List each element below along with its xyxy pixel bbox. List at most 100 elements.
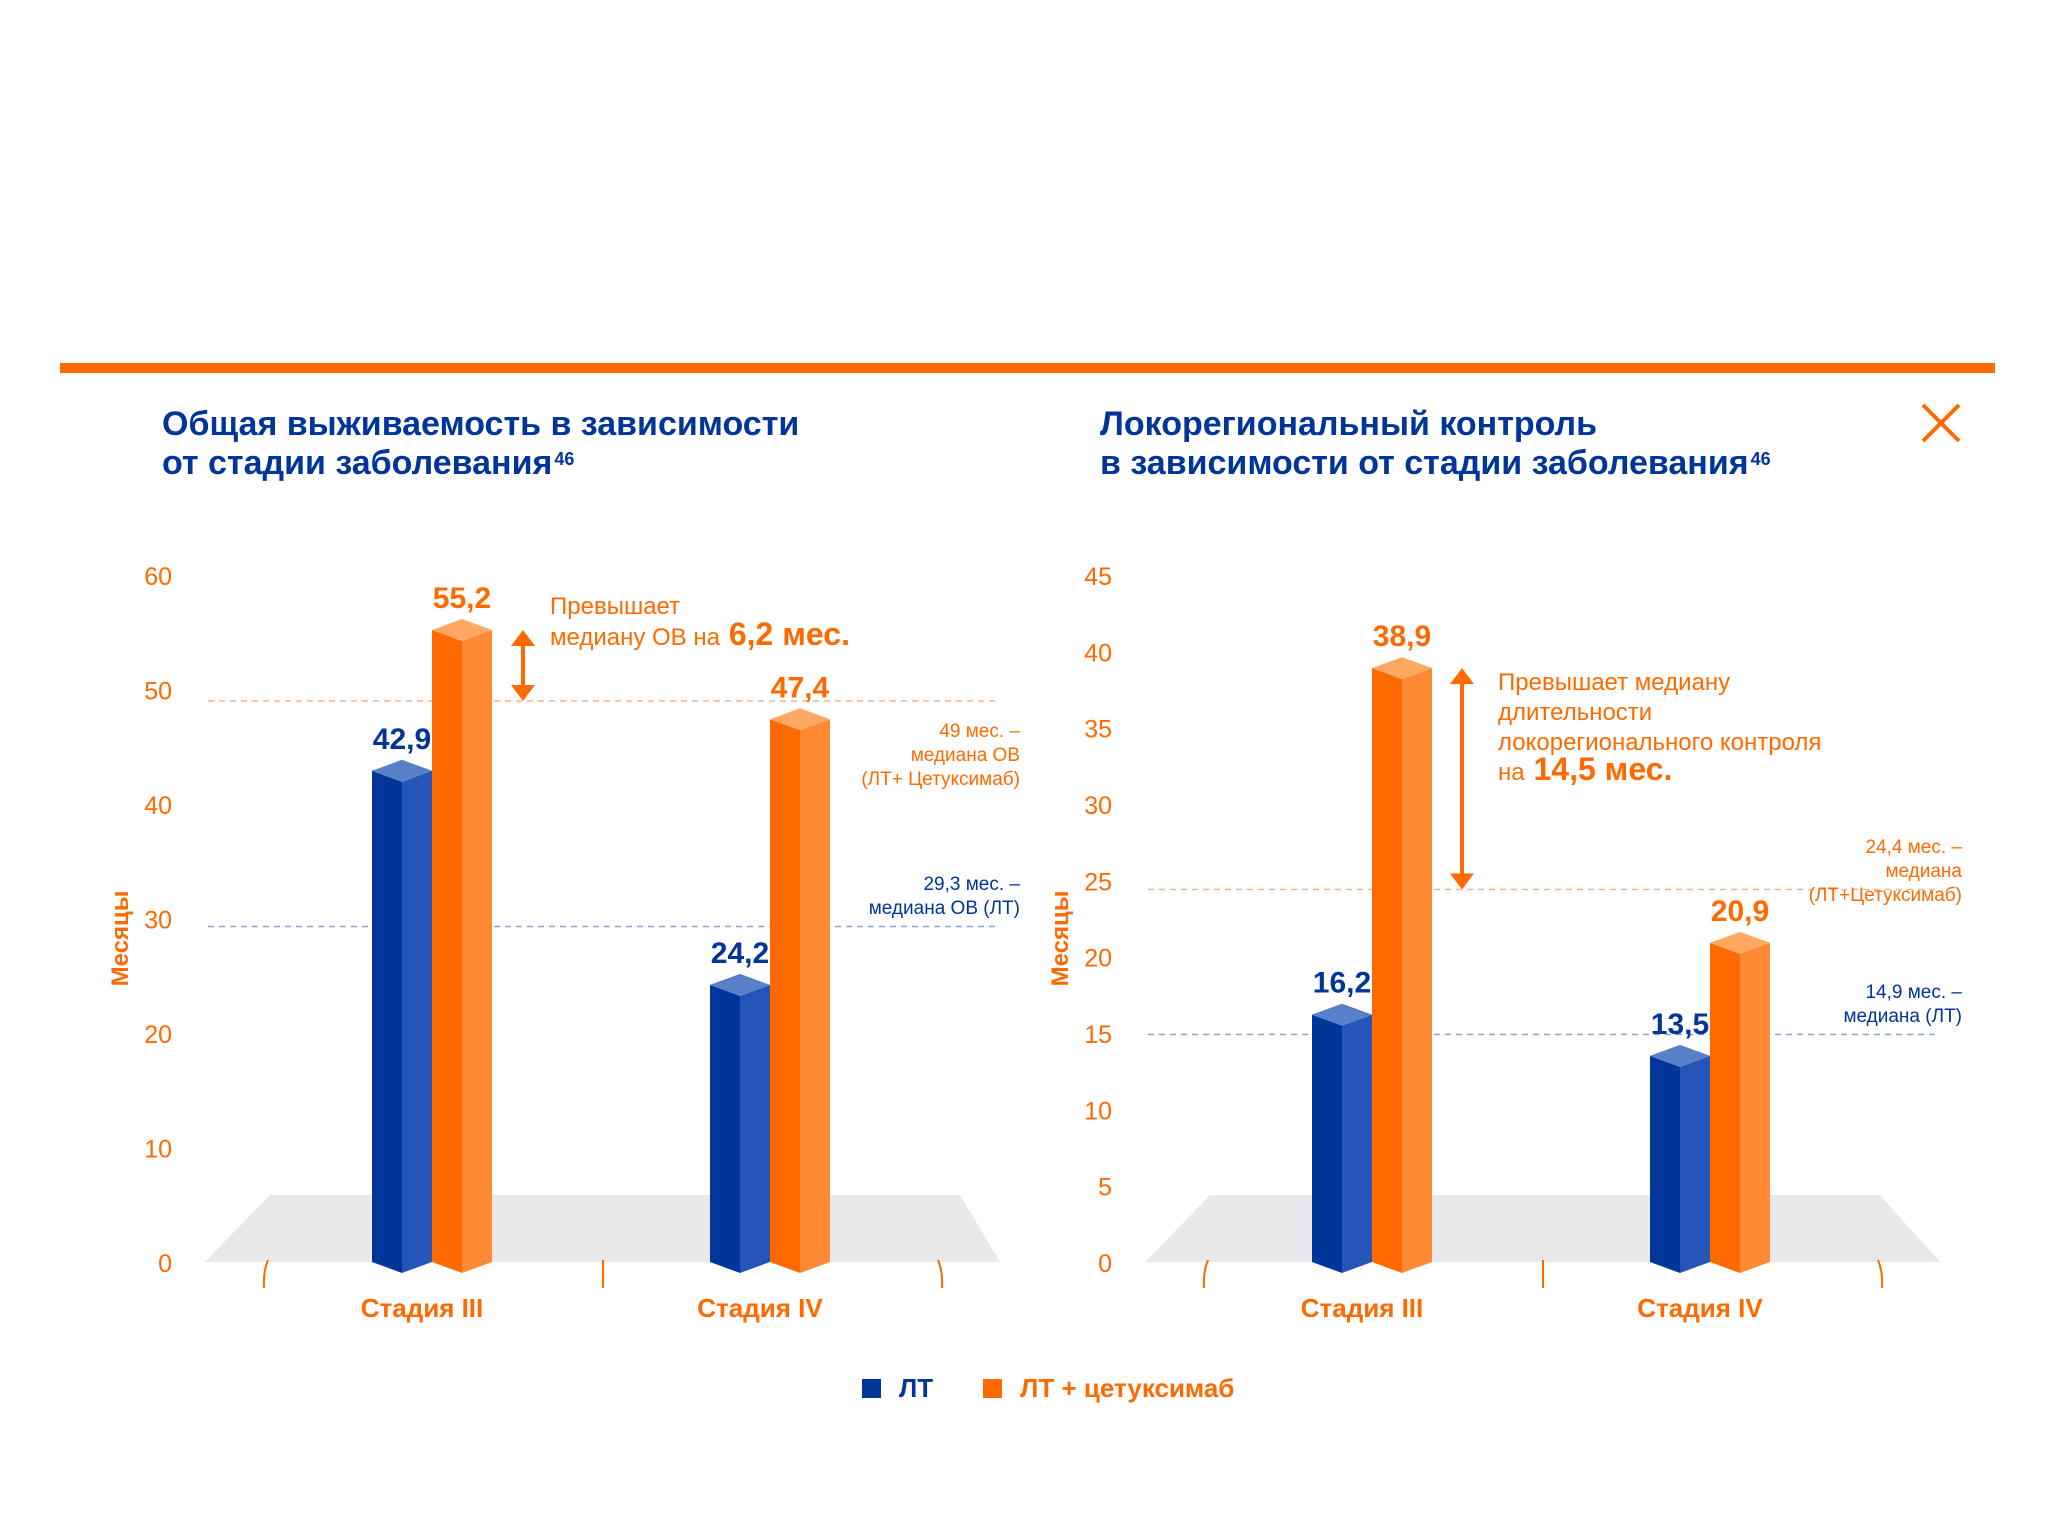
close-x-icon[interactable] xyxy=(1918,400,1964,446)
annotation-highlight: 14,5 мес. xyxy=(1525,751,1673,787)
bar-side-face xyxy=(402,770,432,1273)
legend-label: ЛТ xyxy=(899,1373,934,1403)
y-tick-label: 5 xyxy=(1098,1174,1112,1202)
bar-top-face xyxy=(1650,1044,1710,1067)
bar-top-face xyxy=(710,973,770,996)
y-tick-label: 0 xyxy=(158,1250,172,1278)
bar-top-face xyxy=(432,618,492,641)
y-tick-label: 60 xyxy=(144,563,172,591)
chart-title-line-2: в зависимости от стадии заболевания 46 xyxy=(1100,444,1771,482)
bar-value-label: 16,2 xyxy=(1313,967,1371,1000)
y-tick-label: 35 xyxy=(1084,716,1112,744)
arrow-head-down xyxy=(1450,873,1474,890)
reference-line-label: медиана ОВ (ЛТ) xyxy=(869,898,1020,919)
y-tick-label: 30 xyxy=(1084,792,1112,820)
reference-line-label: 24,4 мес. – xyxy=(1865,837,1962,858)
bar-top-face xyxy=(770,708,830,731)
annotation-line: локорегионального контроля xyxy=(1498,729,1821,756)
x-axis-tick xyxy=(1202,1259,1209,1289)
x-category-label: Стадия IV xyxy=(697,1293,823,1323)
difference-arrow xyxy=(511,629,535,701)
y-tick-label: 25 xyxy=(1084,868,1112,896)
annotation-text: на 14,5 мес. xyxy=(1498,751,1672,787)
bar xyxy=(432,618,492,1273)
bar-value-label: 42,9 xyxy=(373,723,431,756)
legend-item-cetuximab: ЛТ + цетуксимаб xyxy=(983,1373,1234,1404)
reference-line-label: (ЛТ+ Цетуксимаб) xyxy=(861,769,1020,790)
y-tick-label: 10 xyxy=(1084,1097,1112,1125)
y-axis-label: Месяцы xyxy=(1047,891,1074,987)
bar-top-face xyxy=(1372,657,1432,680)
annotation-text: локорегионального контроля xyxy=(1498,729,1821,756)
bar-top-face xyxy=(1312,1003,1372,1026)
chart-title-line-2: от стадии заболевания 46 xyxy=(162,444,575,482)
y-tick-label: 0 xyxy=(1098,1250,1112,1278)
bar-front-face xyxy=(372,770,402,1273)
bar xyxy=(770,708,830,1273)
reference-superscript: 46 xyxy=(1750,449,1771,469)
difference-arrow xyxy=(1450,668,1474,890)
y-axis-label: Месяцы xyxy=(107,891,134,987)
bar-front-face xyxy=(432,629,462,1273)
bar-value-label: 20,9 xyxy=(1711,895,1769,928)
y-tick-label: 50 xyxy=(144,678,172,706)
annotation-text: длительности xyxy=(1498,699,1652,726)
legend-item-lt: ЛТ xyxy=(862,1373,933,1404)
x-axis-tick xyxy=(262,1259,269,1289)
reference-line-label: медиана ОВ xyxy=(911,745,1020,766)
reference-superscript: 46 xyxy=(554,449,575,469)
bar-side-face xyxy=(800,719,830,1273)
chart-floor xyxy=(1145,1195,1940,1262)
annotation-text: медиану ОВ на 6,2 мес. xyxy=(550,616,850,652)
y-tick-label: 30 xyxy=(144,907,172,935)
bar-value-label: 47,4 xyxy=(771,671,830,704)
bar xyxy=(372,759,432,1273)
bar xyxy=(1312,1003,1372,1273)
x-category-label: Стадия IV xyxy=(1637,1293,1763,1323)
bar-side-face xyxy=(1680,1055,1710,1273)
x-category-label: Стадия III xyxy=(1301,1293,1424,1323)
x-category-label: Стадия III xyxy=(361,1293,484,1323)
bar-side-face xyxy=(740,984,770,1273)
annotation-text: Превышает медиану xyxy=(1498,669,1730,696)
bar-side-face xyxy=(1342,1014,1372,1273)
annotation-line: Превышает медиану xyxy=(1498,669,1730,696)
bar-front-face xyxy=(1312,1014,1342,1273)
y-tick-label: 20 xyxy=(144,1021,172,1049)
bar-front-face xyxy=(710,984,740,1273)
chart-title-line-1: Локорегиональный контроль xyxy=(1100,405,1598,443)
bar-value-label: 38,9 xyxy=(1373,620,1431,653)
reference-line-label: (ЛТ+Цетуксимаб) xyxy=(1809,885,1962,906)
annotation-line: медиану ОВ на xyxy=(550,624,721,651)
chart-title-line-1: Общая выживаемость в зависимости xyxy=(162,405,800,443)
y-tick-label: 10 xyxy=(144,1136,172,1164)
x-axis-tick xyxy=(937,1259,944,1289)
reference-line-label: 14,9 мес. – xyxy=(1865,982,1962,1003)
bar xyxy=(1710,931,1770,1273)
annotation-text: Превышает xyxy=(550,593,680,620)
bar-side-face xyxy=(462,629,492,1273)
legend-swatch xyxy=(862,1379,881,1398)
bar xyxy=(1650,1044,1710,1273)
bar-front-face xyxy=(770,719,800,1273)
bar-side-face xyxy=(1402,668,1432,1273)
bar-top-face xyxy=(372,759,432,782)
chart-title-locoregional: Локорегиональный контроль в зависимости … xyxy=(1100,405,1771,483)
bar-top-face xyxy=(1710,931,1770,954)
bar-value-label: 13,5 xyxy=(1651,1008,1709,1041)
legend: ЛТ ЛТ + цетуксимаб xyxy=(862,1373,1284,1404)
arrow-head-up xyxy=(1450,668,1474,685)
bar xyxy=(710,973,770,1273)
bar-front-face xyxy=(1372,668,1402,1273)
bar-front-face xyxy=(1710,942,1740,1273)
reference-line-label: медиана (ЛТ) xyxy=(1843,1006,1962,1027)
y-tick-label: 15 xyxy=(1084,1021,1112,1049)
y-tick-label: 40 xyxy=(1084,639,1112,667)
top-accent-bar xyxy=(60,363,1995,373)
annotation-highlight: 6,2 мес. xyxy=(720,616,850,652)
legend-swatch xyxy=(983,1379,1003,1398)
chart-title-survival: Общая выживаемость в зависимости от стад… xyxy=(162,405,799,483)
reference-line-label: 29,3 мес. – xyxy=(923,874,1020,895)
y-tick-label: 20 xyxy=(1084,945,1112,973)
